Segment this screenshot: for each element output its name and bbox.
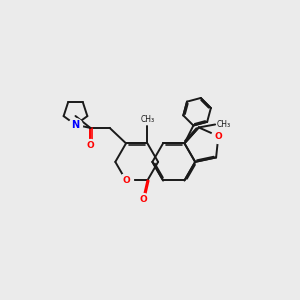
Text: CH₃: CH₃ [140,115,154,124]
Text: O: O [122,176,130,185]
Text: O: O [86,141,94,150]
Text: O: O [214,132,222,141]
Text: CH₃: CH₃ [216,120,230,129]
Text: O: O [139,195,147,204]
Text: N: N [71,120,80,130]
